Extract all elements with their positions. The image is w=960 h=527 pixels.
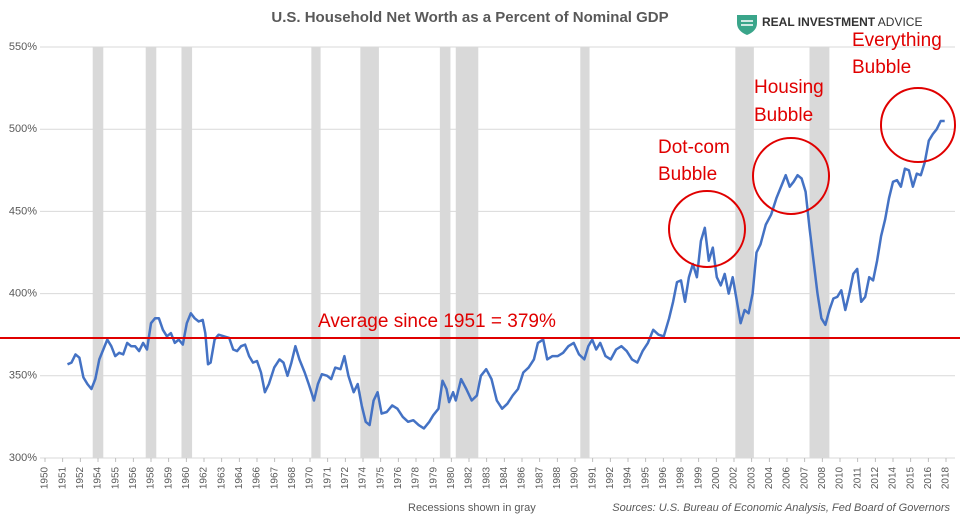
y-tick-label: 500% bbox=[9, 123, 37, 135]
x-tick-label: 1968 bbox=[287, 466, 298, 489]
annotation: Bubble bbox=[658, 164, 717, 185]
x-tick-label: 1976 bbox=[393, 466, 404, 489]
y-tick-label: 400% bbox=[9, 288, 37, 300]
recession-band bbox=[360, 47, 379, 458]
x-tick-label: 1956 bbox=[128, 466, 139, 489]
y-tick-label: 350% bbox=[9, 370, 37, 382]
x-tick-label: 1963 bbox=[216, 466, 227, 489]
x-tick-label: 1983 bbox=[481, 466, 492, 489]
recession-band bbox=[145, 47, 157, 458]
x-tick-label: 1974 bbox=[358, 466, 369, 489]
x-tick-label: 2008 bbox=[817, 466, 828, 489]
annotations: Dot-com Bubble Housing Bubble Everything… bbox=[658, 30, 956, 268]
x-tick-label: 1982 bbox=[464, 466, 475, 489]
data-line bbox=[67, 119, 945, 430]
x-tick-label: 2006 bbox=[782, 466, 793, 489]
annotation: Dot-com bbox=[658, 137, 730, 158]
x-tick-label: 1998 bbox=[676, 466, 687, 489]
x-tick-label: 1958 bbox=[146, 466, 157, 489]
x-tick-label: 1964 bbox=[234, 466, 245, 489]
x-tick-label: 2004 bbox=[764, 466, 775, 489]
x-tick-label: 1996 bbox=[658, 466, 669, 489]
x-tick-label: 1991 bbox=[587, 466, 598, 489]
recession-band bbox=[439, 47, 451, 458]
x-tick-label: 1992 bbox=[605, 466, 616, 489]
x-tick-label: 1967 bbox=[269, 466, 280, 489]
x-tick-label: 1960 bbox=[181, 466, 192, 489]
x-tick-label: 1999 bbox=[693, 466, 704, 489]
x-tick-label: 1970 bbox=[305, 466, 316, 489]
logo-mark bbox=[741, 20, 753, 26]
x-tick-label: 1979 bbox=[428, 466, 439, 489]
average-label: Average since 1951 = 379% bbox=[318, 311, 556, 332]
x-tick-label: 1995 bbox=[640, 466, 651, 489]
y-tick-label: 550% bbox=[9, 41, 37, 53]
x-tick-label: 1972 bbox=[340, 466, 351, 489]
brand-text: REAL INVESTMENT ADVICE bbox=[762, 15, 922, 29]
x-tick-label: 1962 bbox=[199, 466, 210, 489]
x-tick-label: 2011 bbox=[852, 467, 863, 489]
x-tick-label: 1975 bbox=[375, 466, 386, 489]
brand-logo: REAL INVESTMENT ADVICE bbox=[737, 15, 922, 35]
brand-bold: REAL INVESTMENT bbox=[762, 15, 876, 29]
x-tick-label: 2012 bbox=[870, 466, 881, 489]
bubble-circle bbox=[668, 190, 746, 268]
y-tick-label: 300% bbox=[9, 452, 37, 464]
x-tick-label: 2007 bbox=[799, 466, 810, 489]
y-tick-label: 450% bbox=[9, 205, 37, 217]
brand-light: ADVICE bbox=[878, 15, 923, 29]
x-tick-label: 1987 bbox=[534, 466, 545, 489]
annotation: Everything bbox=[852, 30, 942, 51]
x-tick-label: 2016 bbox=[923, 466, 934, 489]
x-tick-label: 1950 bbox=[40, 466, 51, 489]
x-tick-label: 1951 bbox=[57, 466, 68, 489]
x-tick-label: 1978 bbox=[411, 466, 422, 489]
recession-band bbox=[455, 47, 479, 458]
chart-title: U.S. Household Net Worth as a Percent of… bbox=[271, 9, 668, 26]
recession-band bbox=[809, 47, 830, 458]
x-tick-label: 2015 bbox=[905, 466, 916, 489]
x-tick-label: 1952 bbox=[75, 466, 86, 489]
x-tick-label: 2014 bbox=[888, 466, 899, 489]
x-tick-label: 2018 bbox=[941, 466, 952, 489]
x-tick-label: 2000 bbox=[711, 466, 722, 489]
x-tick-label: 1959 bbox=[163, 466, 174, 489]
x-tick-label: 1984 bbox=[499, 466, 510, 489]
recession-note: Recessions shown in gray bbox=[408, 502, 536, 514]
recession-band bbox=[580, 47, 590, 458]
x-tick-label: 2003 bbox=[746, 466, 757, 489]
x-tick-label: 1954 bbox=[93, 466, 104, 489]
x-tick-label: 1971 bbox=[322, 466, 333, 489]
annotation: Housing bbox=[754, 77, 824, 98]
x-tick-label: 1986 bbox=[517, 466, 528, 489]
x-tick-label: 2010 bbox=[835, 466, 846, 489]
recession-band bbox=[311, 47, 321, 458]
x-tick-label: 1990 bbox=[570, 466, 581, 489]
recession-band bbox=[735, 47, 754, 458]
source-note: Sources: U.S. Bureau of Economic Analysi… bbox=[612, 502, 950, 514]
x-tick-label: 2002 bbox=[729, 466, 740, 489]
x-tick-label: 1980 bbox=[446, 466, 457, 489]
annotation: Bubble bbox=[754, 105, 813, 126]
recession-band bbox=[92, 47, 104, 458]
x-tick-label: 1988 bbox=[552, 466, 563, 489]
bubble-circle bbox=[752, 137, 830, 215]
recession-band bbox=[181, 47, 193, 458]
annotation: Bubble bbox=[852, 57, 911, 78]
x-tick-label: 1994 bbox=[623, 466, 634, 489]
x-tick-label: 1966 bbox=[252, 466, 263, 489]
bubble-circle bbox=[880, 87, 956, 163]
x-tick-label: 1955 bbox=[110, 466, 121, 489]
